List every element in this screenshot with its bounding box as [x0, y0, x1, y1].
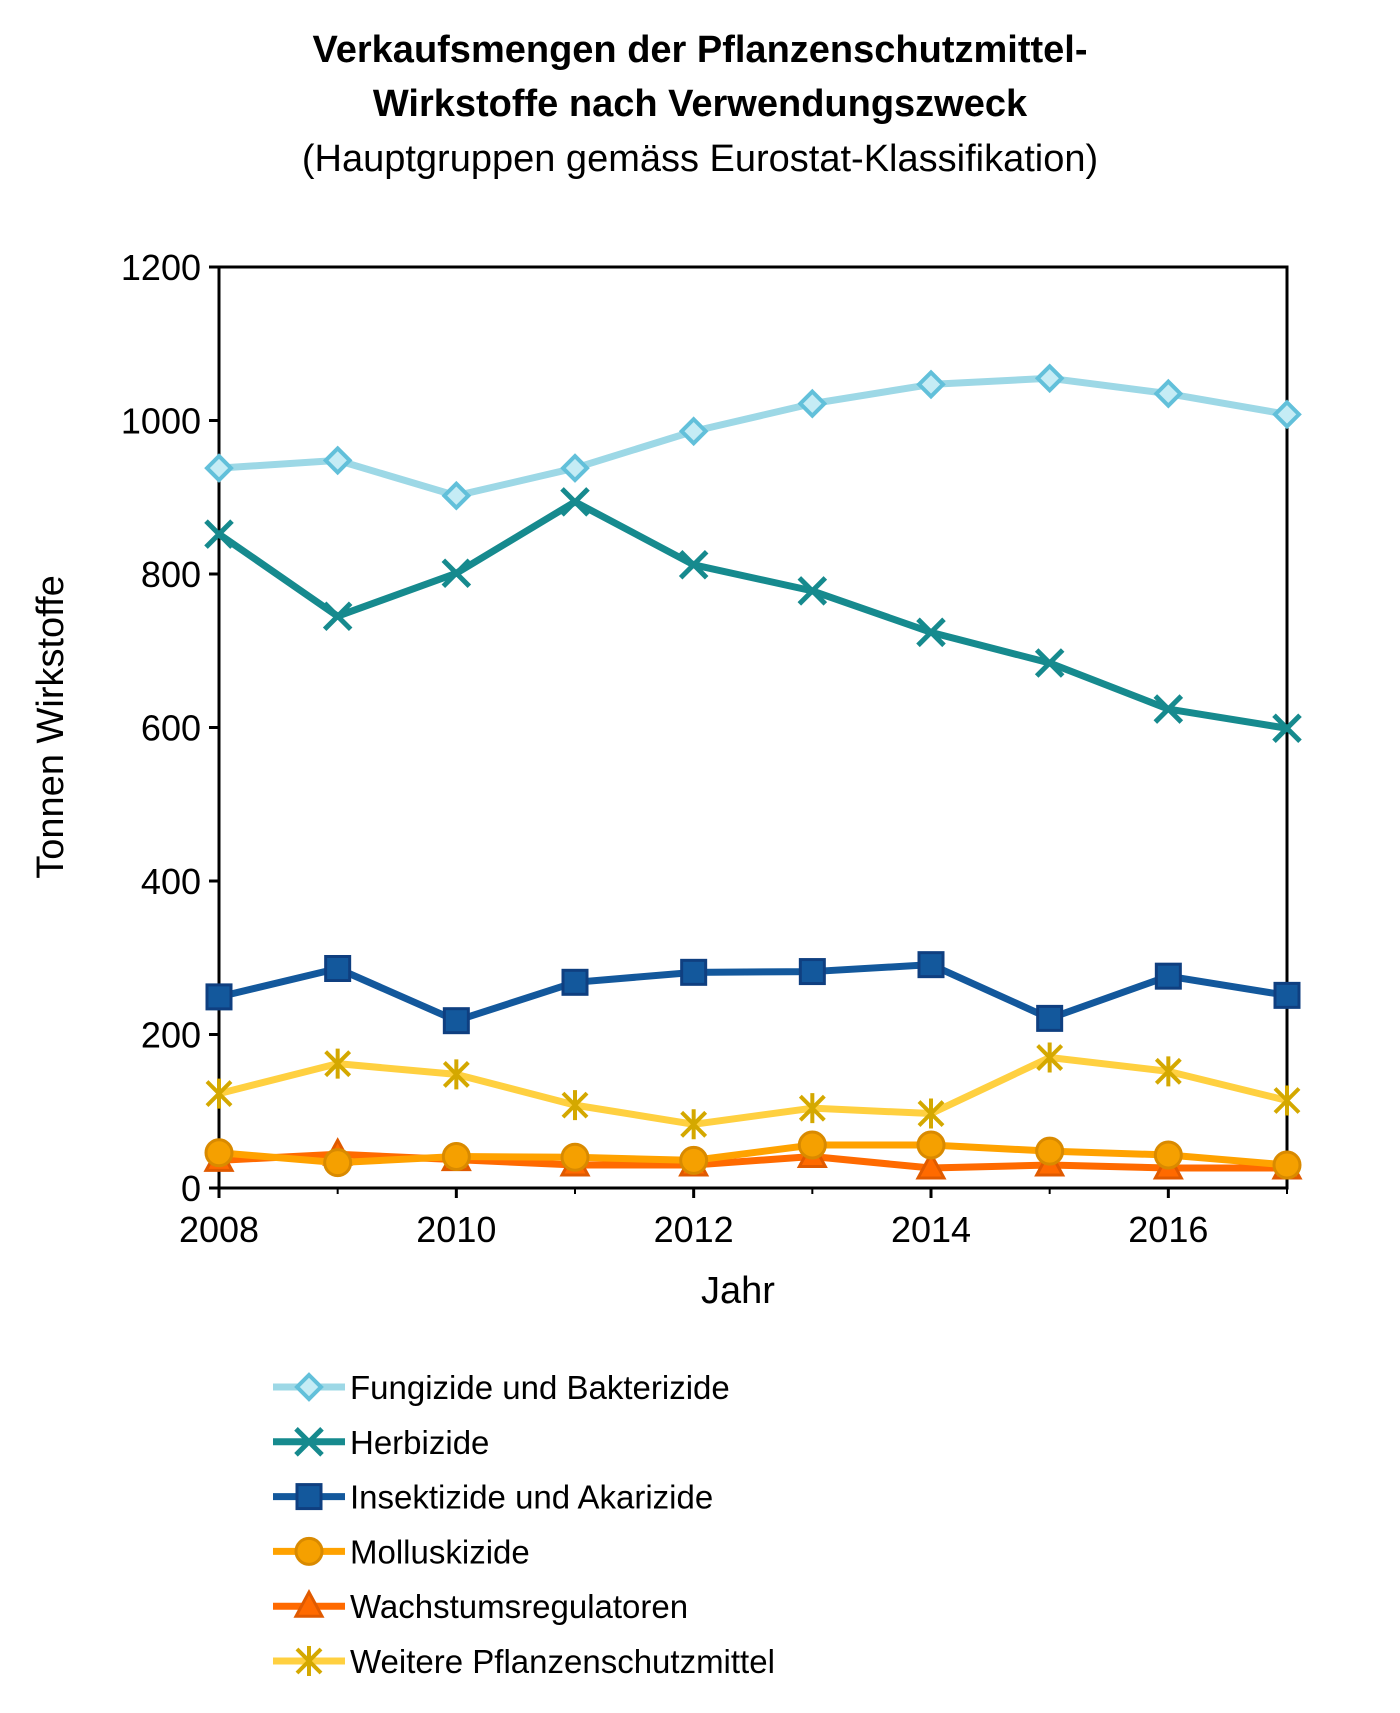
weitere-pflanzenschutzmittel-marker [917, 1098, 945, 1129]
series-herbizide [204, 487, 1302, 744]
herbizide-marker [916, 617, 946, 648]
legend-item-fungizide-und-bakterizide: Fungizide und Bakterizide [273, 1369, 730, 1406]
chart-subtitle: (Hauptgruppen gemäss Eurostat-Klassifika… [302, 138, 1098, 180]
weitere-pflanzenschutzmittel-marker [1154, 1056, 1182, 1087]
molluskizide-marker [916, 1130, 946, 1160]
legend-label: Weitere Pflanzenschutzmittel [350, 1643, 775, 1680]
molluskizide-marker [323, 1148, 353, 1178]
molluskizide-marker [1035, 1136, 1065, 1166]
molluskizide-marker [560, 1142, 590, 1172]
y-tick-label: 800 [141, 554, 201, 595]
fungizide-und-bakterizide-marker [1272, 399, 1302, 430]
insektizide-und-akarizide-marker [205, 983, 233, 1011]
x-tick-label: 2008 [179, 1209, 259, 1250]
insektizide-und-akarizide-marker [561, 968, 589, 996]
x-tick-label: 2014 [891, 1209, 971, 1250]
molluskizide-marker [204, 1138, 234, 1168]
insektizide-und-akarizide-marker [680, 958, 708, 986]
weitere-pflanzenschutzmittel-marker [561, 1090, 589, 1121]
herbizide-marker [678, 550, 709, 580]
legend-fungizide-und-bakterizide-marker [294, 1372, 324, 1402]
x-tick-label: 2012 [654, 1209, 734, 1250]
fungizide-und-bakterizide-marker [916, 369, 946, 400]
fungizide-und-bakterizide-marker [441, 480, 472, 511]
molluskizide-marker [679, 1145, 709, 1175]
insektizide-und-akarizide-marker [324, 954, 352, 982]
chart-title-line2: Wirkstoffe nach Verwendungszweck [373, 83, 1028, 125]
molluskizide-marker [797, 1130, 827, 1160]
legend-label: Insektizide und Akarizide [350, 1479, 713, 1516]
molluskizide-marker [1153, 1140, 1183, 1170]
weitere-pflanzenschutzmittel-marker [442, 1059, 470, 1090]
y-tick-label: 200 [141, 1015, 201, 1056]
y-axis-label: Tonnen Wirkstoffe [30, 575, 72, 878]
weitere-pflanzenschutzmittel-marker [680, 1109, 708, 1140]
legend-weitere-pflanzenschutzmittel-marker [295, 1646, 323, 1676]
legend-wachstumsregulatoren-marker [293, 1589, 325, 1618]
herbizide-marker [204, 519, 234, 549]
series-fungizide-und-bakterizide [204, 363, 1302, 511]
herbizide-marker [1034, 648, 1065, 678]
fungizide-und-bakterizide-marker [1034, 363, 1065, 394]
legend-label: Molluskizide [350, 1533, 530, 1570]
legend-label: Herbizide [350, 1424, 489, 1461]
y-tick-label: 1200 [121, 247, 201, 288]
legend-item-wachstumsregulatoren: Wachstumsregulatoren [273, 1588, 688, 1625]
legend-label: Fungizide und Bakterizide [350, 1369, 730, 1406]
legend-item-molluskizide: Molluskizide [273, 1533, 530, 1570]
insektizide-und-akarizide-marker [1036, 1004, 1064, 1032]
chart-title-line1: Verkaufsmengen der Pflanzenschutzmittel- [313, 29, 1088, 71]
weitere-pflanzenschutzmittel-marker [798, 1093, 826, 1124]
y-tick-label: 0 [181, 1168, 201, 1209]
y-tick-label: 400 [141, 861, 201, 902]
x-tick-label: 2010 [416, 1209, 496, 1250]
molluskizide-marker [1272, 1150, 1302, 1180]
legend-molluskizide-marker [294, 1536, 324, 1566]
legend-item-herbizide: Herbizide [273, 1424, 489, 1461]
fungizide-und-bakterizide-line [218, 374, 1288, 500]
herbizide-marker [1153, 694, 1184, 724]
herbizide-marker [322, 601, 353, 631]
insektizide-und-akarizide-marker [917, 951, 945, 979]
herbizide-marker [441, 558, 472, 588]
weitere-pflanzenschutzmittel-marker [324, 1048, 352, 1079]
plot-frame [217, 265, 1289, 1190]
fungizide-und-bakterizide-marker [204, 453, 234, 483]
legend-herbizide-marker [294, 1427, 324, 1457]
legend-item-insektizide-und-akarizide: Insektizide und Akarizide [273, 1479, 713, 1516]
series-weitere-pflanzenschutzmittel [205, 1042, 1301, 1140]
legend-item-weitere-pflanzenschutzmittel: Weitere Pflanzenschutzmittel [273, 1643, 775, 1680]
series-molluskizide [204, 1130, 1302, 1180]
herbizide-marker [560, 487, 590, 517]
molluskizide-marker [441, 1142, 471, 1172]
series-insektizide-und-akarizide [205, 951, 1301, 1035]
herbizide-marker [797, 576, 828, 606]
x-tick-label: 2016 [1128, 1209, 1208, 1250]
insektizide-und-akarizide-line [218, 961, 1288, 1025]
legend-label: Wachstumsregulatoren [350, 1588, 688, 1625]
insektizide-und-akarizide-marker [798, 958, 826, 986]
insektizide-und-akarizide-marker [1154, 962, 1182, 990]
weitere-pflanzenschutzmittel-marker [205, 1078, 233, 1109]
molluskizide-line [218, 1141, 1288, 1169]
fungizide-und-bakterizide-marker [322, 445, 353, 476]
weitere-pflanzenschutzmittel-marker [1036, 1042, 1064, 1073]
herbizide-marker [1272, 713, 1302, 744]
weitere-pflanzenschutzmittel-line [218, 1054, 1288, 1128]
y-tick-label: 1000 [121, 401, 201, 442]
weitere-pflanzenschutzmittel-marker [1273, 1085, 1301, 1116]
insektizide-und-akarizide-marker [1273, 981, 1301, 1009]
y-tick-label: 600 [141, 708, 201, 749]
wachstumsregulatoren-marker [915, 1150, 947, 1180]
fungizide-und-bakterizide-marker [797, 388, 828, 419]
fungizide-und-bakterizide-marker [1153, 378, 1184, 409]
herbizide-line [217, 498, 1288, 732]
legend-insektizide-und-akarizide-marker [295, 1483, 323, 1511]
x-axis-label: Jahr [701, 1270, 775, 1312]
insektizide-und-akarizide-marker [442, 1007, 470, 1035]
fungizide-und-bakterizide-marker [678, 416, 709, 447]
fungizide-und-bakterizide-marker [560, 453, 590, 483]
